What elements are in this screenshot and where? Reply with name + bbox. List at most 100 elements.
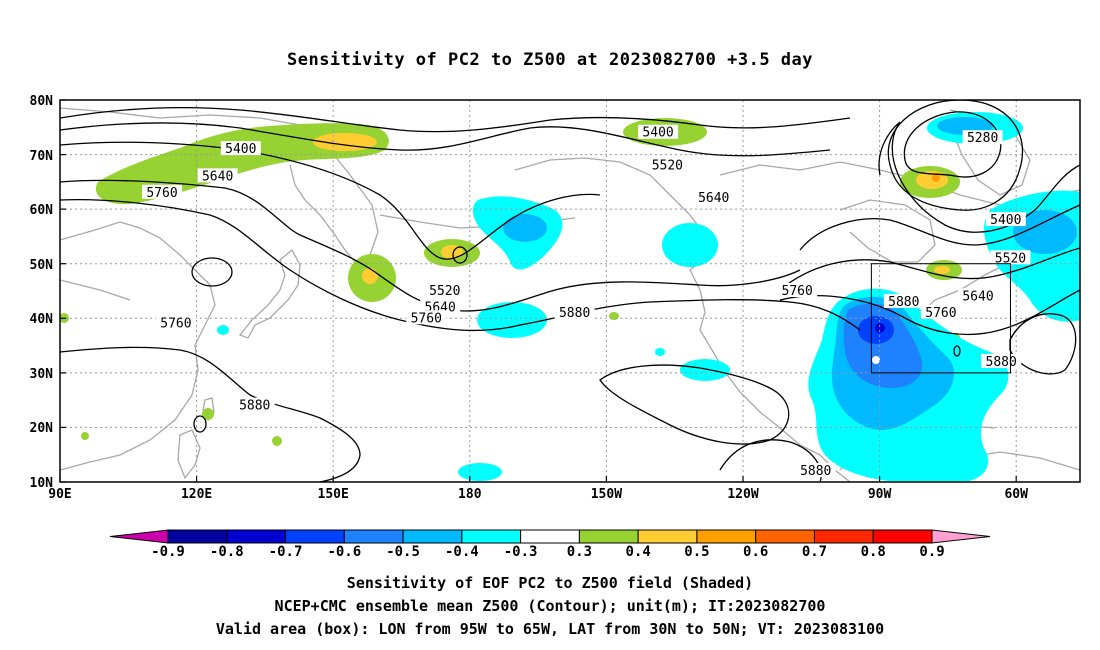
colorbar-box — [872, 529, 933, 544]
contour-label-bg — [197, 168, 238, 183]
contour-label-5760: 5760 — [411, 311, 442, 326]
contour-label-5520: 5520 — [429, 284, 460, 299]
colorbar-label: -0.7 — [269, 544, 303, 560]
positive-patch-labrador-core — [934, 266, 950, 274]
colorbar-label: 0.8 — [861, 544, 886, 560]
caption-line-1: Sensitivity of EOF PC2 to Z500 field (Sh… — [346, 574, 754, 592]
contour-label-bg — [638, 124, 679, 139]
contour-5760-atlantic — [779, 247, 1080, 291]
contour-5400-north — [60, 107, 851, 133]
lat-label-50n: 50N — [30, 258, 54, 273]
contour-label-5760: 5760 — [782, 284, 813, 299]
contour-label-bg — [693, 190, 734, 205]
positive-patch-kamchatka-core — [362, 268, 378, 284]
map-frame — [59, 99, 1081, 483]
contour-label-5520: 5520 — [652, 158, 683, 173]
lat-label-80n: 80N — [30, 94, 54, 109]
colorbar-label: 0.3 — [567, 544, 592, 560]
contour-label-5400: 5400 — [990, 213, 1021, 228]
negative-patch-dot-3 — [217, 325, 229, 335]
lon-label-150w: 150W — [591, 487, 622, 502]
contour-label-5760: 5760 — [146, 186, 177, 201]
contour-5760-north — [60, 179, 801, 312]
positive-patch-dot-6 — [81, 432, 89, 440]
contour-label-5880: 5880 — [559, 306, 590, 321]
colorbar-box — [813, 529, 874, 544]
coastline-japan — [238, 248, 301, 339]
contour-label-5640: 5640 — [698, 191, 729, 206]
contour-label-5640: 5640 — [962, 289, 993, 304]
lon-label-60w: 60W — [1004, 487, 1028, 502]
contour-label-bg — [554, 304, 595, 319]
contour-label-bg — [142, 184, 182, 199]
contour-closed-west-pacific — [191, 257, 233, 287]
negative-patch-bc-coast — [662, 223, 718, 267]
lat-label-30n: 30N — [30, 367, 54, 382]
contour-label-bg — [990, 250, 1031, 265]
colorbar-label: 0.6 — [743, 544, 768, 560]
colorbar-label: 0.7 — [802, 544, 827, 560]
contour-5640-atlantic — [799, 204, 1080, 251]
lat-label-10n: 10N — [30, 476, 54, 491]
colorbar-box — [755, 529, 815, 544]
positive-patch-greenland-core — [916, 171, 948, 189]
colorbar-label: -0.8 — [210, 544, 244, 560]
contour-label-bg — [958, 288, 998, 303]
contour-5880-north — [60, 199, 861, 332]
contour-label-bg — [962, 130, 1003, 145]
coastline-hudson-bay — [839, 199, 936, 263]
contour-label-5880: 5880 — [986, 355, 1017, 370]
contour-label-5400: 5400 — [642, 126, 673, 141]
contour-label-5880: 5880 — [800, 464, 831, 479]
contour-5880-subtropical — [599, 364, 790, 445]
negative-patch-subtropical — [680, 359, 730, 381]
negative-sensitivity-patches — [217, 112, 1080, 482]
contour-label-5880: 5880 — [888, 295, 919, 310]
contour-closed-dateline — [452, 246, 468, 264]
colorbar-box — [402, 529, 463, 544]
colorbar-label: 0.4 — [626, 544, 651, 560]
figure-title: Sensitivity of PC2 to Z500 at 2023082700… — [286, 50, 813, 70]
positive-patch-dot-2 — [272, 436, 282, 446]
coastline-east-asia — [60, 221, 216, 471]
contour-closed-taiwan — [193, 415, 207, 433]
negative-patch-north-atlantic-core — [1013, 210, 1077, 254]
contour-label-bg — [234, 397, 275, 412]
contour-5880-atlantic — [779, 289, 1080, 336]
colorbar-label: 0.5 — [684, 544, 709, 560]
contour-label-5760: 5760 — [925, 306, 956, 321]
colorbar-labels: -0.9 -0.8 -0.7 -0.6 -0.5 -0.4 -0.3 0.3 0.4 0.5 0.6… — [151, 544, 945, 560]
colorbar-box — [461, 529, 522, 544]
lon-label-120w: 120W — [727, 487, 758, 502]
negative-patch-white-hole — [872, 356, 880, 364]
contour-label-bg — [420, 299, 461, 314]
contour-labels: 5400 5640 5760 5400 5520 5640 5280 5400 5520 5640… — [142, 124, 1031, 479]
caption-line-2: NCEP+CMC ensemble mean Z500 (Contour); u… — [274, 597, 826, 615]
contour-5640-north — [60, 141, 601, 260]
contour-label-5400: 5400 — [225, 142, 256, 157]
contour-label-5280: 5280 — [967, 131, 998, 146]
positive-patch-greenland-peak — [932, 174, 940, 182]
contour-label-bg — [155, 315, 196, 330]
colorbar-label: -0.3 — [504, 544, 538, 560]
lat-label-70n: 70N — [30, 149, 54, 164]
contour-label-5640: 5640 — [202, 169, 233, 184]
contour-5400-greenland — [887, 100, 1024, 211]
colorbar-arrow-left — [109, 529, 169, 544]
contour-5880-east — [1009, 313, 1077, 375]
lon-label-180: 180 — [458, 487, 482, 502]
negative-patch-north-america-center — [875, 323, 885, 333]
colorbar-box — [520, 529, 580, 544]
colorbar-arrow-right — [931, 529, 991, 544]
contour-closed-atlantic — [953, 345, 961, 357]
z500-contours — [60, 100, 1080, 482]
lat-label-40n: 40N — [30, 312, 54, 327]
colorbar-label: -0.5 — [386, 544, 420, 560]
colorbar-label: -0.9 — [151, 544, 185, 560]
colorbar-box — [226, 529, 287, 544]
colorbar-box — [696, 529, 757, 544]
contour-label-bg — [647, 157, 688, 172]
negative-patch-north-pacific-core — [503, 214, 547, 242]
contour-label-5520: 5520 — [995, 251, 1026, 266]
colorbar-label: 0.9 — [919, 544, 944, 560]
